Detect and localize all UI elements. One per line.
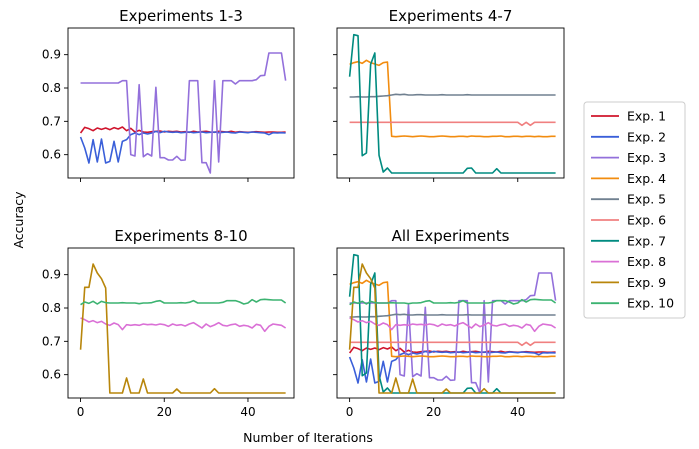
legend-entry-exp-3: Exp. 3 [591, 150, 666, 165]
x-tick-label: 0 [77, 405, 85, 419]
series-line-exp-2 [348, 350, 556, 384]
panel-title: All Experiments [392, 227, 510, 245]
legend-frame [583, 101, 686, 319]
legend-entry-exp-4: Exp. 4 [591, 171, 666, 186]
legend-label: Exp. 5 [627, 192, 666, 207]
series-line-exp-9 [348, 263, 556, 394]
axes-frame [67, 27, 295, 179]
x-tick-label: 0 [346, 405, 354, 419]
legend-label: Exp. 7 [627, 233, 666, 248]
x-axis-label: Number of Iterations [243, 430, 373, 445]
legend-label: Exp. 3 [627, 150, 666, 165]
legend-entry-exp-6: Exp. 6 [591, 213, 666, 228]
series-line-exp-6 [349, 121, 556, 127]
legend-label: Exp. 6 [627, 213, 666, 228]
legend-label: Exp. 10 [627, 296, 674, 311]
series-line-exp-3 [80, 52, 287, 174]
panel-experiments-1-3: Experiments 1-3 0.6 0.7 0.8 0.9 [42, 7, 295, 182]
series-line-exp-2 [79, 130, 286, 164]
legend-entry-exp-10: Exp. 10 [591, 296, 674, 311]
x-tick-label: 20 [157, 405, 172, 419]
y-tick-label: 0.6 [42, 148, 61, 162]
panel-experiments-4-7: Experiments 4-7 [333, 7, 565, 182]
legend: Exp. 1 Exp. 2 Exp. 3 Exp. 4 Exp. 5 Exp. 6 Exp.… [583, 101, 686, 319]
y-tick-label: 0.7 [42, 114, 61, 128]
series-lines [79, 263, 287, 394]
series-line-exp-5 [349, 313, 556, 318]
axes-frame [336, 27, 565, 179]
legend-label: Exp. 8 [627, 254, 666, 269]
series-line-exp-4 [349, 279, 556, 358]
y-tick-label: 0.7 [42, 334, 61, 348]
legend-label: Exp. 1 [627, 109, 666, 124]
series-line-exp-8 [349, 317, 557, 333]
y-tick-label: 0.8 [42, 81, 61, 95]
series-line-exp-7 [348, 33, 556, 174]
x-tick-label: 20 [426, 405, 441, 419]
series-lines [79, 52, 287, 174]
chart-panels: Experiments 1-3 0.6 0.7 0.8 0.9 Experiments 4… [42, 7, 565, 419]
legend-entry-exp-9: Exp. 9 [591, 275, 666, 290]
panel-title: Experiments 4-7 [389, 7, 513, 25]
panel-all-experiments: All Experiments 0 20 40 [333, 227, 565, 419]
panel-title: Experiments 8-10 [114, 227, 247, 245]
series-lines [348, 33, 556, 174]
series-line-exp-4 [349, 59, 556, 138]
y-tick-label: 0.9 [42, 48, 61, 62]
series-lines [348, 253, 557, 394]
axes-frame [67, 247, 295, 399]
panel-experiments-8-10: Experiments 8-10 0 20 40 0.6 0.7 0.8 0.9 [42, 227, 295, 419]
series-line-exp-8 [80, 317, 287, 333]
x-tick-label: 40 [240, 405, 255, 419]
panel-title: Experiments 1-3 [119, 7, 243, 25]
series-line-exp-10 [349, 298, 557, 306]
legend-entry-exp-1: Exp. 1 [591, 109, 666, 124]
legend-label: Exp. 2 [627, 129, 666, 144]
series-line-exp-9 [79, 263, 286, 394]
legend-label: Exp. 4 [627, 171, 666, 186]
legend-entry-exp-7: Exp. 7 [591, 233, 666, 248]
y-tick-label: 0.9 [42, 268, 61, 282]
legend-entry-exp-5: Exp. 5 [591, 192, 666, 207]
series-line-exp-10 [80, 298, 287, 306]
x-tick-label: 40 [510, 405, 525, 419]
y-tick-label: 0.8 [42, 301, 61, 315]
axes-frame [336, 247, 565, 399]
legend-label: Exp. 9 [627, 275, 666, 290]
legend-entry-exp-2: Exp. 2 [591, 129, 666, 144]
y-axis-label: Accuracy [11, 191, 26, 249]
legend-entry-exp-8: Exp. 8 [591, 254, 666, 269]
series-line-exp-6 [349, 341, 556, 347]
series-line-exp-5 [349, 93, 556, 98]
y-tick-label: 0.6 [42, 368, 61, 382]
